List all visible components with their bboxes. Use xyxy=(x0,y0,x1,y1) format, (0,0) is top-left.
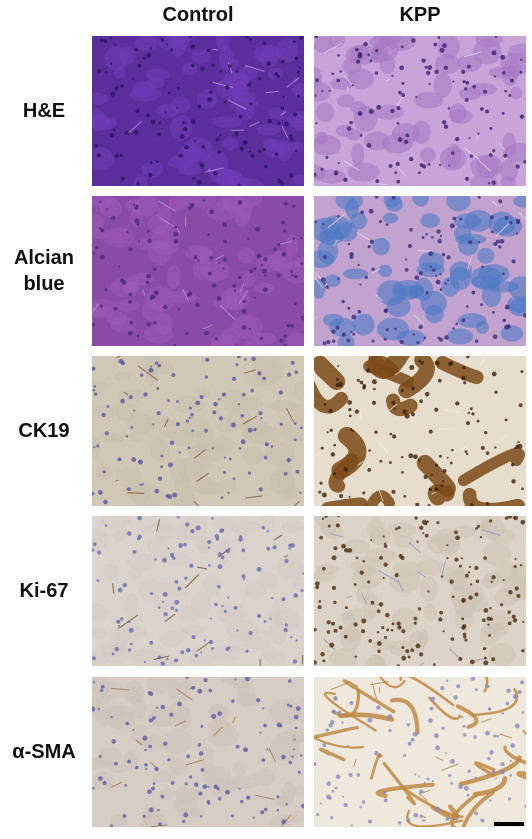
row-label-alcian-blue: Alcian blue xyxy=(0,196,88,346)
scale-bar xyxy=(494,822,524,826)
row-label-ck19: CK19 xyxy=(0,356,88,506)
column-header-control: Control xyxy=(162,4,234,26)
alpha-sma-control-micrograph xyxy=(92,677,304,827)
row-label-alpha-sma: α-SMA xyxy=(0,677,88,827)
row-label-ki67: Ki-67 xyxy=(0,516,88,666)
ki67-kpp-micrograph xyxy=(314,516,526,666)
alcian-blue-kpp-micrograph xyxy=(314,196,526,346)
row-label-line: Alcian xyxy=(13,247,75,269)
column-header-kpp: KPP xyxy=(399,4,441,26)
row-label-line: CK19 xyxy=(18,420,70,442)
he-control-micrograph xyxy=(92,36,304,186)
row-label-line: H&E xyxy=(22,100,66,122)
he-kpp-micrograph xyxy=(314,36,526,186)
ck19-control-micrograph xyxy=(92,356,304,506)
alpha-sma-kpp-micrograph xyxy=(314,677,526,827)
ki67-control-micrograph xyxy=(92,516,304,666)
alcian-blue-control-micrograph xyxy=(92,196,304,346)
ck19-kpp-micrograph xyxy=(314,356,526,506)
row-label-line: α-SMA xyxy=(12,741,76,763)
row-label-line: blue xyxy=(23,273,65,295)
row-label-line: Ki-67 xyxy=(19,580,69,602)
row-label-he: H&E xyxy=(0,36,88,186)
